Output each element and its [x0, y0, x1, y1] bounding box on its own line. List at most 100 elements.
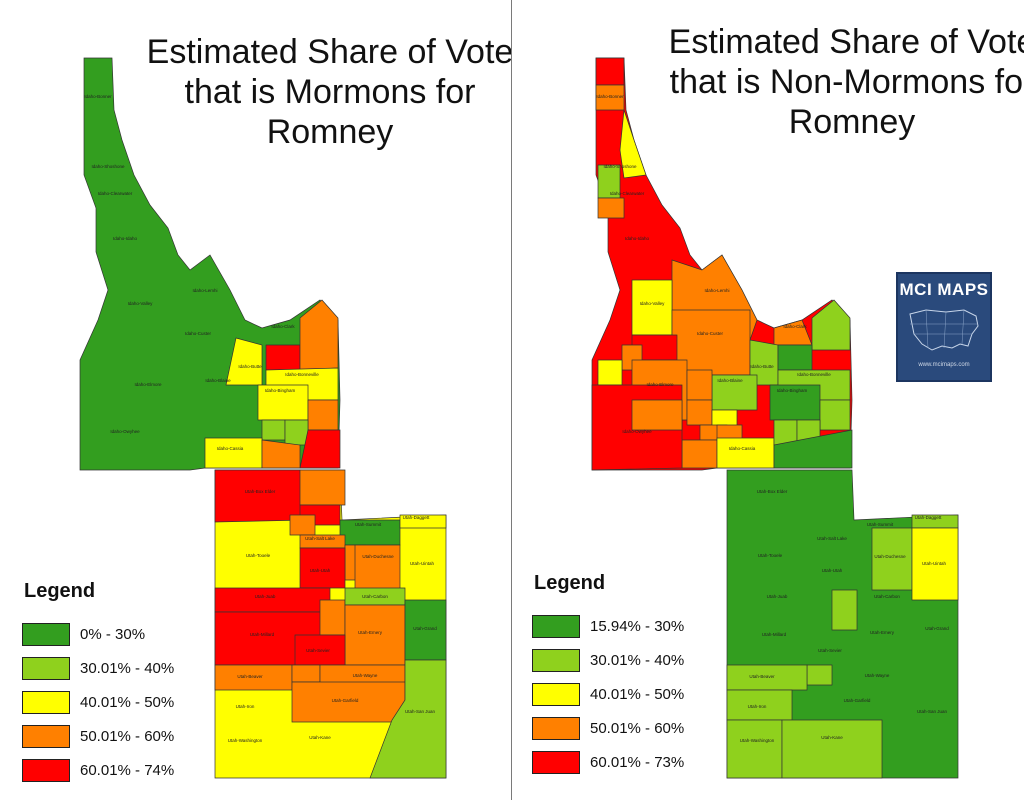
idaho-power-county: [261, 419, 286, 441]
county-label: Utah-Uintah: [922, 561, 947, 566]
county-label: Utah-Uintah: [410, 561, 435, 566]
county-label: Idaho-Elmore: [134, 382, 162, 387]
left-map-panel: Idaho-Bonner Idaho-Shoshone Idaho-Clearwat…: [22, 0, 512, 800]
mormon-vote-map: Idaho-Bonner Idaho-Shoshone Idaho-Clearwat…: [79, 57, 447, 779]
idaho-boundary-county: [595, 57, 625, 86]
legend-item: 60.01% - 73%: [532, 745, 684, 779]
right-map-title: Estimated Share of Vote that is Non-Morm…: [668, 23, 1024, 141]
county-label: Idaho-Butte: [238, 364, 262, 369]
county-label: Idaho-Valley: [640, 301, 665, 306]
county-label: Idaho-Clark: [783, 324, 807, 329]
county-label: Utah-Salt Lake: [305, 536, 335, 541]
right-map-panel: Idaho-Bonner Idaho-Shoshone Idaho-Clearwat…: [512, 0, 1024, 800]
county-label: Utah-Utah: [822, 568, 843, 573]
county-label: Idaho-Lemhi: [192, 288, 217, 293]
idaho-oneida-county: [261, 439, 301, 469]
logo-text: MCI MAPS: [899, 280, 989, 299]
county-label: Utah-Juab: [767, 594, 788, 599]
county-label: Idaho-Lemhi: [704, 288, 729, 293]
county-label: Idaho-Valley: [128, 301, 153, 306]
legend-swatch: [532, 614, 580, 638]
idaho-jefferson-county: [265, 344, 301, 371]
right-legend: Legend 15.94% - 30% 30.01% - 40% 40.01% …: [532, 572, 684, 779]
utah-beaver-county: [726, 664, 808, 691]
county-label: Idaho-Cassia: [217, 446, 244, 451]
county-label: Idaho-Bingham: [777, 388, 808, 393]
county-label: Utah-Garfield: [844, 698, 871, 703]
legend-swatch: [532, 750, 580, 774]
county-label: Utah-Iron: [236, 704, 255, 709]
idaho-franklin-county: [299, 429, 341, 469]
county-label: Idaho-Elmore: [646, 382, 674, 387]
county-label: Idaho-Blaine: [717, 378, 743, 383]
legend-item: 60.01% - 74%: [22, 753, 174, 787]
county-labels: Idaho-Bonner Idaho-Shoshone Idaho-Clearwat…: [84, 94, 437, 743]
county-label: Utah-Duchesne: [362, 554, 394, 559]
idaho-caribou-county: [307, 399, 339, 431]
county-label: Idaho-Owyhee: [622, 429, 652, 434]
legend-item: 50.01% - 60%: [532, 711, 684, 745]
county-label: Utah-Daggett: [403, 515, 431, 520]
utah-cache-county: [299, 469, 346, 506]
idaho-fremont-county: [299, 299, 339, 371]
legend-item: 50.01% - 60%: [22, 719, 174, 753]
legend-item: 0% - 30%: [22, 617, 174, 651]
county-label: Idaho-Idaho: [113, 236, 138, 241]
county-label: Utah-Beaver: [237, 674, 263, 679]
idaho-twin-falls-county: [681, 439, 718, 469]
legend-item: 40.01% - 50%: [22, 685, 174, 719]
county-label: Utah-Tooele: [246, 553, 271, 558]
county-label: Utah-Daggett: [915, 515, 943, 520]
legend-label: 50.01% - 60%: [590, 719, 685, 737]
legend-swatch: [532, 648, 580, 672]
county-label: Utah-Millard: [250, 632, 275, 637]
legend-swatch: [22, 656, 70, 680]
legend-label: 0% - 30%: [80, 625, 146, 643]
idaho-bannock-county: [284, 419, 309, 446]
county-label: Utah-Wayne: [865, 673, 890, 678]
idaho-camas-county: [686, 369, 713, 401]
county-label: Idaho-Clearwater: [98, 191, 133, 196]
county-label: Utah-Sevier: [306, 648, 330, 653]
legend-label: 30.01% - 40%: [80, 659, 175, 677]
county-label: Utah-Grand: [925, 626, 949, 631]
county-label: Idaho-Shoshone: [91, 164, 125, 169]
county-label: Idaho-Bonneville: [797, 372, 831, 377]
county-label: Utah-Box Elder: [757, 489, 788, 494]
utah-washington-county: [726, 719, 783, 779]
county-label: Utah-Sevier: [818, 648, 842, 653]
county-label: Idaho-Bingham: [265, 388, 296, 393]
utah-duchesne-county: [871, 527, 913, 591]
idaho-franklin-county: [773, 429, 853, 469]
county-label: Utah-Carbon: [874, 594, 900, 599]
county-label: Utah-Kane: [821, 735, 843, 740]
idaho-gooding-county: [686, 399, 713, 426]
legend-swatch: [22, 690, 70, 714]
county-label: Utah-San Juan: [405, 709, 436, 714]
county-label: Utah-Emery: [358, 630, 383, 635]
idaho-elmore-south: [631, 399, 683, 431]
legend-swatch: [532, 716, 580, 740]
legend-item: 40.01% - 50%: [532, 677, 684, 711]
utah-piute-county: [291, 664, 321, 683]
county-label: Idaho-Custer: [697, 331, 724, 336]
legend-label: 60.01% - 73%: [590, 753, 685, 771]
legend-label: 50.01% - 60%: [80, 727, 175, 745]
county-label: Utah-Garfield: [332, 698, 359, 703]
county-label: Utah-Utah: [310, 568, 331, 573]
utah-duchesne-county: [354, 544, 401, 591]
mci-maps-logo: MCI MAPS www.mcimaps.com: [896, 272, 992, 382]
idaho-jefferson-county: [777, 344, 813, 371]
legend-item: 15.94% - 30%: [532, 609, 684, 643]
legend-label: 60.01% - 74%: [80, 761, 175, 779]
utah-daggett-county: [399, 514, 447, 529]
logo-url: www.mcimaps.com: [918, 362, 970, 368]
legend-item: 30.01% - 40%: [22, 651, 174, 685]
idaho-cassia-county: [204, 437, 263, 469]
county-label: Utah-Wayne: [353, 673, 378, 678]
utah-piute-county: [806, 664, 833, 686]
county-label: Idaho-Idaho: [625, 236, 650, 241]
legend-item: 30.01% - 40%: [532, 643, 684, 677]
county-label: Utah-Tooele: [758, 553, 783, 558]
idaho-valley-county: [631, 279, 673, 336]
